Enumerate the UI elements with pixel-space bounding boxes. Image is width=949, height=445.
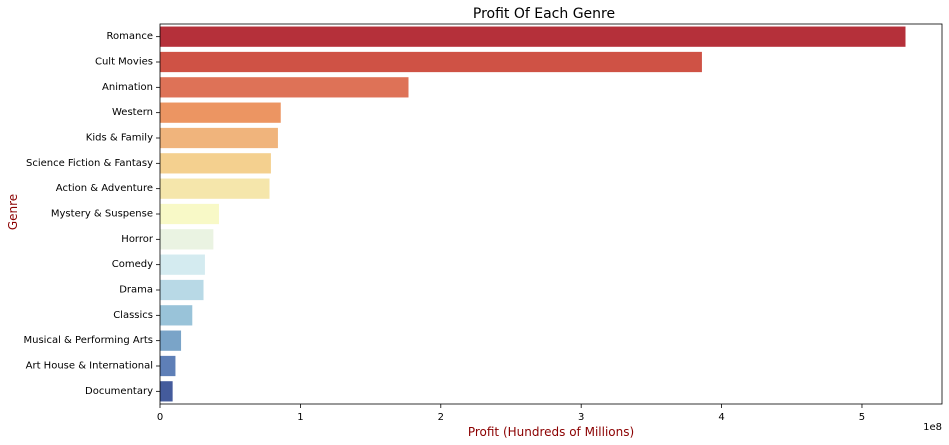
y-tick-label: Documentary	[85, 386, 153, 397]
bar-drama	[160, 279, 204, 301]
x-tick-label: 2	[438, 412, 444, 423]
y-tick-label: Romance	[107, 31, 153, 42]
y-tick-label: Comedy	[112, 259, 153, 270]
x-axis-offset-label: 1e8	[923, 422, 942, 433]
bar-classics	[160, 305, 193, 326]
bar-comedy	[160, 254, 205, 275]
x-tick-label: 1	[297, 412, 303, 423]
y-tick-label: Cult Movies	[95, 57, 153, 68]
bar-horror	[160, 229, 214, 250]
bars-group	[160, 26, 906, 402]
y-tick-label: Action & Adventure	[56, 183, 153, 194]
bar-science-fiction-fantasy	[160, 153, 271, 174]
y-tick-label: Horror	[121, 234, 154, 245]
y-tick-label: Western	[112, 107, 153, 118]
bar-kids-family	[160, 127, 278, 149]
y-axis-ticks: Romance Cult Movies Animation Western Kids &…	[24, 31, 160, 397]
plot-frame	[159, 23, 943, 405]
bar-western	[160, 102, 281, 123]
y-tick-label: Mystery & Suspense	[51, 209, 153, 220]
y-tick-label: Classics	[113, 310, 153, 321]
bar-action-adventure	[160, 178, 270, 199]
chart-title: Profit Of Each Genre	[473, 6, 615, 22]
x-tick-label: 3	[578, 412, 584, 423]
bar-documentary	[160, 381, 173, 402]
x-tick-label: 0	[157, 412, 163, 423]
y-tick-label: Art House & International	[26, 361, 153, 372]
x-tick-label: 4	[718, 412, 724, 423]
bar-animation	[160, 77, 409, 98]
y-tick-label: Musical & Performing Arts	[24, 335, 154, 346]
bar-mystery-suspense	[160, 203, 219, 225]
bar-art-house-international	[160, 355, 176, 377]
y-tick-label: Kids & Family	[86, 133, 153, 144]
y-axis-title: Genre	[6, 194, 20, 230]
y-tick-label: Science Fiction & Fantasy	[26, 158, 153, 169]
bar-musical-performing-arts	[160, 330, 182, 351]
x-tick-label: 5	[859, 412, 865, 423]
y-tick-label: Drama	[119, 285, 153, 296]
bar-cult-movies	[160, 51, 702, 73]
x-axis-title: Profit (Hundreds of Millions)	[468, 425, 634, 439]
y-tick-label: Animation	[102, 82, 153, 93]
x-axis-ticks: 0 1 2 3 4 5	[157, 404, 865, 423]
bar-romance	[160, 26, 906, 47]
